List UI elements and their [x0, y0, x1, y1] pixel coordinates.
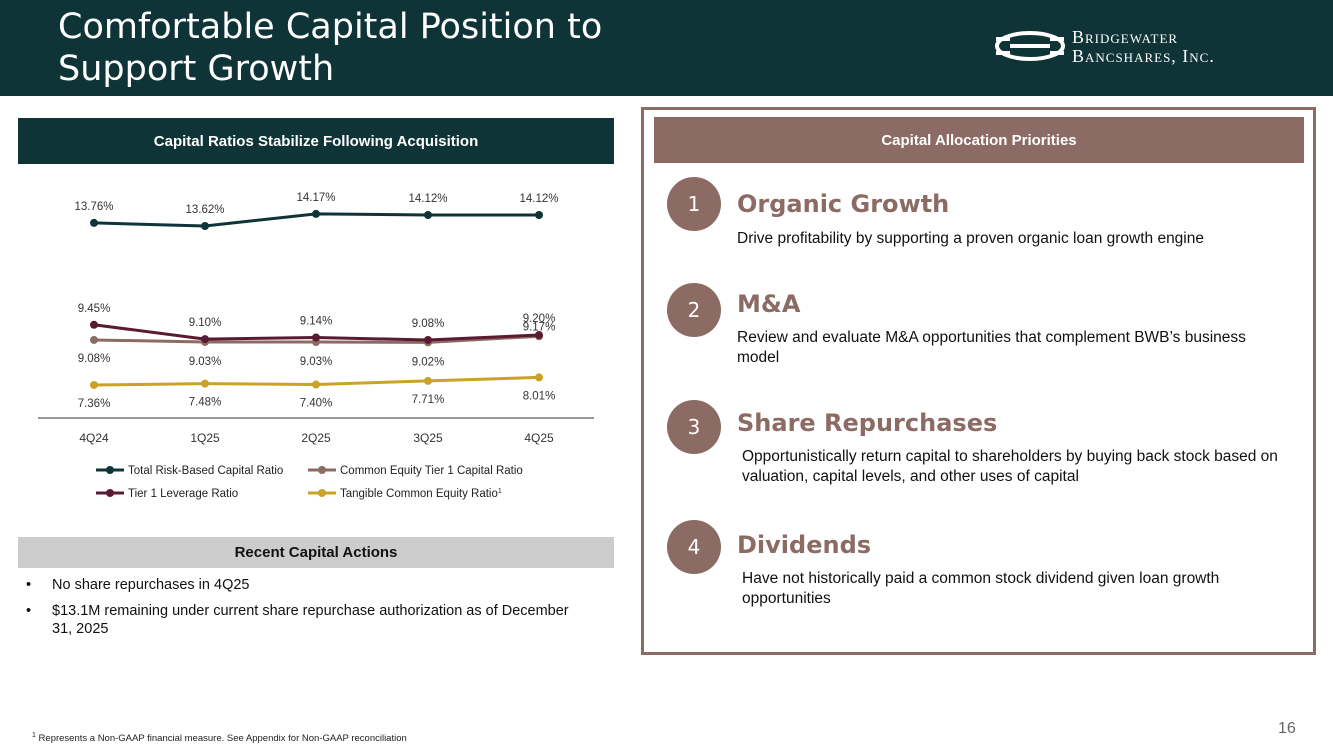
legend-marker: [106, 489, 114, 497]
data-point: [90, 381, 98, 389]
data-point: [424, 376, 432, 385]
recent-capital-actions-header: Recent Capital Actions: [18, 537, 614, 568]
data-label: 9.03%: [189, 356, 222, 368]
data-point: [90, 218, 98, 227]
data-point: [424, 211, 432, 219]
legend-sup: 1: [498, 488, 502, 495]
data-point: [424, 335, 432, 344]
footnote-text: Represents a Non-GAAP financial measure.…: [38, 733, 407, 745]
data-point: [312, 380, 320, 389]
bullet-text: $13.1M remaining under current share rep…: [52, 603, 569, 637]
data-point: [90, 320, 98, 329]
legend-label: Tangible Common Equity Ratio1: [340, 488, 502, 500]
page-number: 16: [1278, 720, 1296, 737]
priority-number-4: 4: [667, 520, 721, 574]
x-tick-label: 1Q25: [190, 431, 220, 445]
data-label: 9.08%: [78, 353, 111, 365]
data-point: [90, 335, 98, 344]
priority-desc-dividends: Have not historically paid a common stoc…: [742, 570, 1220, 607]
data-label: 9.14%: [300, 315, 333, 327]
list-item: • $13.1M remaining under current share r…: [26, 602, 586, 638]
header-bar: Comfortable Capital Position to Support …: [0, 0, 1333, 96]
data-label: 9.08%: [412, 318, 445, 330]
legend-marker: [318, 489, 326, 497]
page-title-line2: Support Growth: [58, 49, 335, 89]
data-point: [535, 373, 543, 382]
x-tick-label: 4Q25: [524, 431, 554, 445]
footnote-sup: 1: [32, 732, 36, 739]
data-label: 9.03%: [300, 356, 333, 368]
footnote: 1 Represents a Non-GAAP financial measur…: [32, 732, 407, 744]
x-tick-label: 2Q25: [301, 431, 331, 445]
data-point: [201, 379, 209, 388]
priority-title-share-repurchases: Share Repurchases: [737, 409, 998, 437]
data-label: 9.17%: [523, 321, 556, 333]
data-label: 13.62%: [185, 204, 224, 216]
bridge-logo-icon: [995, 31, 1065, 61]
data-label: 7.40%: [300, 398, 333, 410]
page-title: Comfortable Capital Position to Support …: [58, 6, 758, 90]
logo-line1: Bridgewater: [1072, 27, 1179, 47]
data-point: [312, 333, 320, 342]
priority-number-1: 1: [667, 177, 721, 231]
data-label: 9.02%: [412, 356, 445, 368]
recent-actions-list: • No share repurchases in 4Q25 • $13.1M …: [26, 576, 586, 646]
legend-marker: [318, 466, 326, 474]
data-label: 9.10%: [189, 317, 222, 329]
data-label: 14.17%: [296, 192, 335, 204]
legend-label: Tier 1 Leverage Ratio: [128, 488, 238, 500]
priority-title-organic-growth: Organic Growth: [737, 190, 950, 218]
data-point: [201, 222, 209, 230]
priority-desc-share-repurchases: Opportunistically return capital to shar…: [742, 448, 1278, 485]
legend-label: Total Risk-Based Capital Ratio: [128, 465, 283, 477]
page-title-line1: Comfortable Capital Position to: [58, 7, 603, 47]
data-point: [535, 211, 543, 219]
capital-allocation-box: [641, 107, 1316, 655]
legend-label: Common Equity Tier 1 Capital Ratio: [340, 465, 523, 477]
data-label: 14.12%: [519, 193, 558, 205]
priority-number-3: 3: [667, 400, 721, 454]
bullet-text: No share repurchases in 4Q25: [52, 577, 250, 593]
logo-text: Bridgewater Bancshares, Inc.: [1072, 28, 1215, 66]
capital-ratios-chart: 4Q24 1Q25 2Q25 3Q25 4Q25 13.76% 13.62% 14.17% 14…: [18, 176, 614, 516]
priority-title-dividends: Dividends: [737, 531, 872, 559]
list-item: • No share repurchases in 4Q25: [26, 576, 586, 594]
capital-ratios-header: Capital Ratios Stabilize Following Acqui…: [18, 118, 614, 164]
data-point: [312, 209, 320, 218]
capital-allocation-header: Capital Allocation Priorities: [654, 117, 1304, 163]
data-label: 13.76%: [74, 201, 113, 213]
x-tick-label: 3Q25: [413, 431, 443, 445]
priority-number-2: 2: [667, 283, 721, 337]
data-label: 7.71%: [412, 394, 445, 406]
data-label: 9.45%: [78, 303, 111, 315]
x-tick-label: 4Q24: [79, 431, 109, 445]
legend-marker: [106, 466, 114, 474]
priority-title-ma: M&A: [737, 290, 801, 318]
data-point: [535, 331, 543, 340]
data-label: 7.48%: [189, 397, 222, 409]
bullet-dot: •: [26, 577, 32, 593]
priority-desc-ma: Review and evaluate M&A opportunities th…: [737, 329, 1246, 366]
chart-svg: 4Q24 1Q25 2Q25 3Q25 4Q25 13.76% 13.62% 14.17% 14…: [38, 192, 594, 500]
data-label: 7.36%: [78, 398, 111, 410]
data-point: [201, 335, 209, 344]
company-logo: Bridgewater Bancshares, Inc.: [994, 24, 1274, 68]
data-label: 8.01%: [523, 390, 556, 402]
data-label: 14.12%: [408, 193, 447, 205]
data-label: 9.20%: [523, 313, 556, 325]
logo-line2: Bancshares, Inc.: [1072, 46, 1215, 66]
bullet-dot: •: [26, 603, 32, 619]
priority-desc-organic-growth: Drive profitability by supporting a prov…: [737, 230, 1204, 247]
